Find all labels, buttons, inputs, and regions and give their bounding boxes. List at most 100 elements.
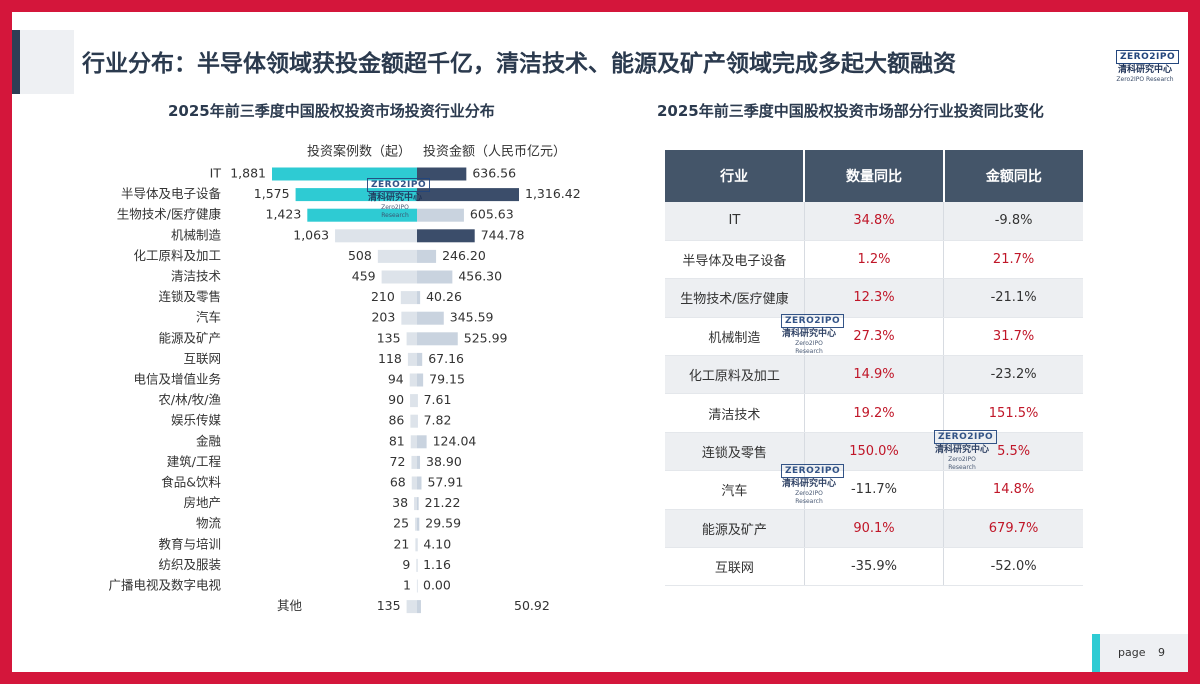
- logo-en-text: Zero2IPO Research: [1116, 76, 1174, 83]
- count-bar: [406, 600, 417, 614]
- amount-label: 525.99: [464, 330, 508, 345]
- legend-amount: 投资金额（人民币亿元）: [423, 144, 566, 160]
- cell-count-yoy: 90.1%: [804, 509, 945, 549]
- amount-bar: [417, 229, 475, 243]
- watermark-en-text: Zero2IPO Research: [948, 456, 976, 471]
- watermark-en-text: Zero2IPO Research: [381, 204, 409, 219]
- title-decoration: [12, 30, 74, 94]
- count-label: 9: [402, 557, 410, 572]
- logo-cn-text: 清科研究中心: [1117, 65, 1172, 75]
- amount-bar: [417, 579, 418, 593]
- count-bar: [381, 270, 417, 284]
- count-label: 72: [390, 454, 406, 469]
- count-bar: [409, 373, 417, 387]
- amount-label: 21.22: [425, 495, 461, 510]
- category-label: 生物技术/医疗健康: [117, 207, 222, 222]
- amount-label: 67.16: [428, 351, 464, 366]
- count-label: 118: [378, 351, 402, 366]
- watermark-logo: ZERO2IPO 清科研究中心 Zero2IPO Research: [781, 458, 845, 506]
- count-label: 94: [388, 372, 404, 387]
- watermark-wordmark: ZERO2IPO: [934, 430, 998, 444]
- amount-label: 50.92: [514, 598, 550, 613]
- amount-label: 4.10: [423, 536, 451, 551]
- watermark-cn-text: 清科研究中心: [367, 193, 422, 203]
- cell-industry: 互联网: [665, 547, 805, 587]
- category-label: 食品&饮料: [161, 475, 221, 490]
- amount-bar: [417, 270, 453, 284]
- category-label: 物流: [196, 516, 222, 531]
- table-row: 化工原料及加工 14.9% -23.2%: [665, 355, 1083, 395]
- amount-bar: [417, 188, 519, 202]
- count-label: 21: [393, 536, 409, 551]
- amount-label: 40.26: [426, 289, 462, 304]
- header-industry: 行业: [665, 150, 806, 202]
- cell-industry: IT: [665, 202, 805, 241]
- watermark-cn-text: 清科研究中心: [781, 329, 836, 339]
- amount-bar: [417, 435, 427, 449]
- amount-bar: [417, 249, 437, 263]
- table-row: 清洁技术 19.2% 151.5%: [665, 393, 1083, 433]
- count-label: 38: [392, 495, 408, 510]
- right-chart-title: 2025年前三季度中国股权投资市场部分行业投资同比变化: [657, 102, 1044, 120]
- watermark-logo: ZERO2IPO 清科研究中心 Zero2IPO Research: [367, 172, 431, 220]
- count-bar: [272, 167, 417, 181]
- amount-label: 1.16: [423, 557, 451, 572]
- category-label: 机械制造: [171, 227, 222, 242]
- amount-label: 29.59: [425, 516, 461, 531]
- yoy-change-table: 行业 数量同比 金额同比 IT 34.8% -9.8% 半导体及电子设备 1.2% 21.…: [665, 150, 1083, 587]
- table-row: 生物技术/医疗健康 12.3% -21.1%: [665, 278, 1083, 318]
- amount-bar: [417, 352, 423, 366]
- count-bar: [400, 291, 417, 305]
- amount-label: 7.61: [424, 392, 452, 407]
- cell-industry: 生物技术/医疗健康: [665, 278, 805, 318]
- cell-amount-yoy: -9.8%: [943, 202, 1083, 241]
- table-row: 半导体及电子设备 1.2% 21.7%: [665, 240, 1083, 280]
- table-row: 能源及矿产 90.1% 679.7%: [665, 509, 1083, 549]
- footer-page-box: page 9: [1100, 634, 1188, 672]
- category-label: 金融: [196, 433, 222, 448]
- table-row: IT 34.8% -9.8%: [665, 202, 1083, 241]
- cell-industry: 化工原料及加工: [665, 355, 805, 395]
- category-label: 互联网: [183, 351, 221, 366]
- cell-industry: 半导体及电子设备: [665, 240, 805, 280]
- table-row: 互联网 -35.9% -52.0%: [665, 547, 1083, 587]
- category-label: 建筑/工程: [167, 454, 222, 469]
- category-label: 汽车: [196, 310, 221, 325]
- amount-label: 636.56: [472, 166, 516, 181]
- amount-bar: [417, 394, 418, 408]
- count-label: 135: [377, 330, 401, 345]
- category-label: 广播电视及数字电视: [108, 578, 221, 593]
- category-label: 清洁技术: [171, 269, 222, 284]
- left-chart-title: 2025年前三季度中国股权投资市场投资行业分布: [168, 102, 495, 120]
- amount-label: 456.30: [458, 269, 502, 284]
- amount-bar: [417, 455, 421, 469]
- table-row: 连锁及零售 150.0% 5.5%: [665, 432, 1083, 472]
- count-label: 459: [352, 269, 376, 284]
- count-label: 1,575: [254, 186, 290, 201]
- watermark-en-text: Zero2IPO Research: [795, 490, 823, 505]
- count-bar: [414, 497, 417, 511]
- count-bar: [415, 517, 417, 531]
- watermark-wordmark: ZERO2IPO: [781, 314, 845, 328]
- cell-amount-yoy: -52.0%: [943, 547, 1083, 587]
- header-count-yoy: 数量同比: [804, 150, 945, 202]
- amount-label: 0.00: [423, 578, 451, 593]
- amount-label: 38.90: [426, 454, 462, 469]
- count-label: 68: [390, 475, 406, 490]
- cell-amount-yoy: 5.5%: [943, 432, 1083, 472]
- amount-bar: [417, 373, 424, 387]
- cell-amount-yoy: 31.7%: [943, 317, 1083, 357]
- count-bar: [415, 538, 417, 552]
- category-label: 电信及增值业务: [133, 372, 221, 387]
- amount-bar: [417, 558, 418, 572]
- footer-accent-bar: [1092, 634, 1100, 672]
- table-header-row: 行业 数量同比 金额同比: [665, 150, 1083, 202]
- table-row: 汽车 -11.7% 14.8%: [665, 470, 1083, 510]
- count-label: 1,063: [293, 227, 329, 242]
- amount-label: 1,316.42: [525, 186, 581, 201]
- amount-label: 605.63: [470, 207, 514, 222]
- count-bar: [410, 435, 417, 449]
- count-bar: [416, 558, 417, 572]
- category-label: IT: [210, 166, 222, 181]
- count-label: 1,423: [266, 207, 302, 222]
